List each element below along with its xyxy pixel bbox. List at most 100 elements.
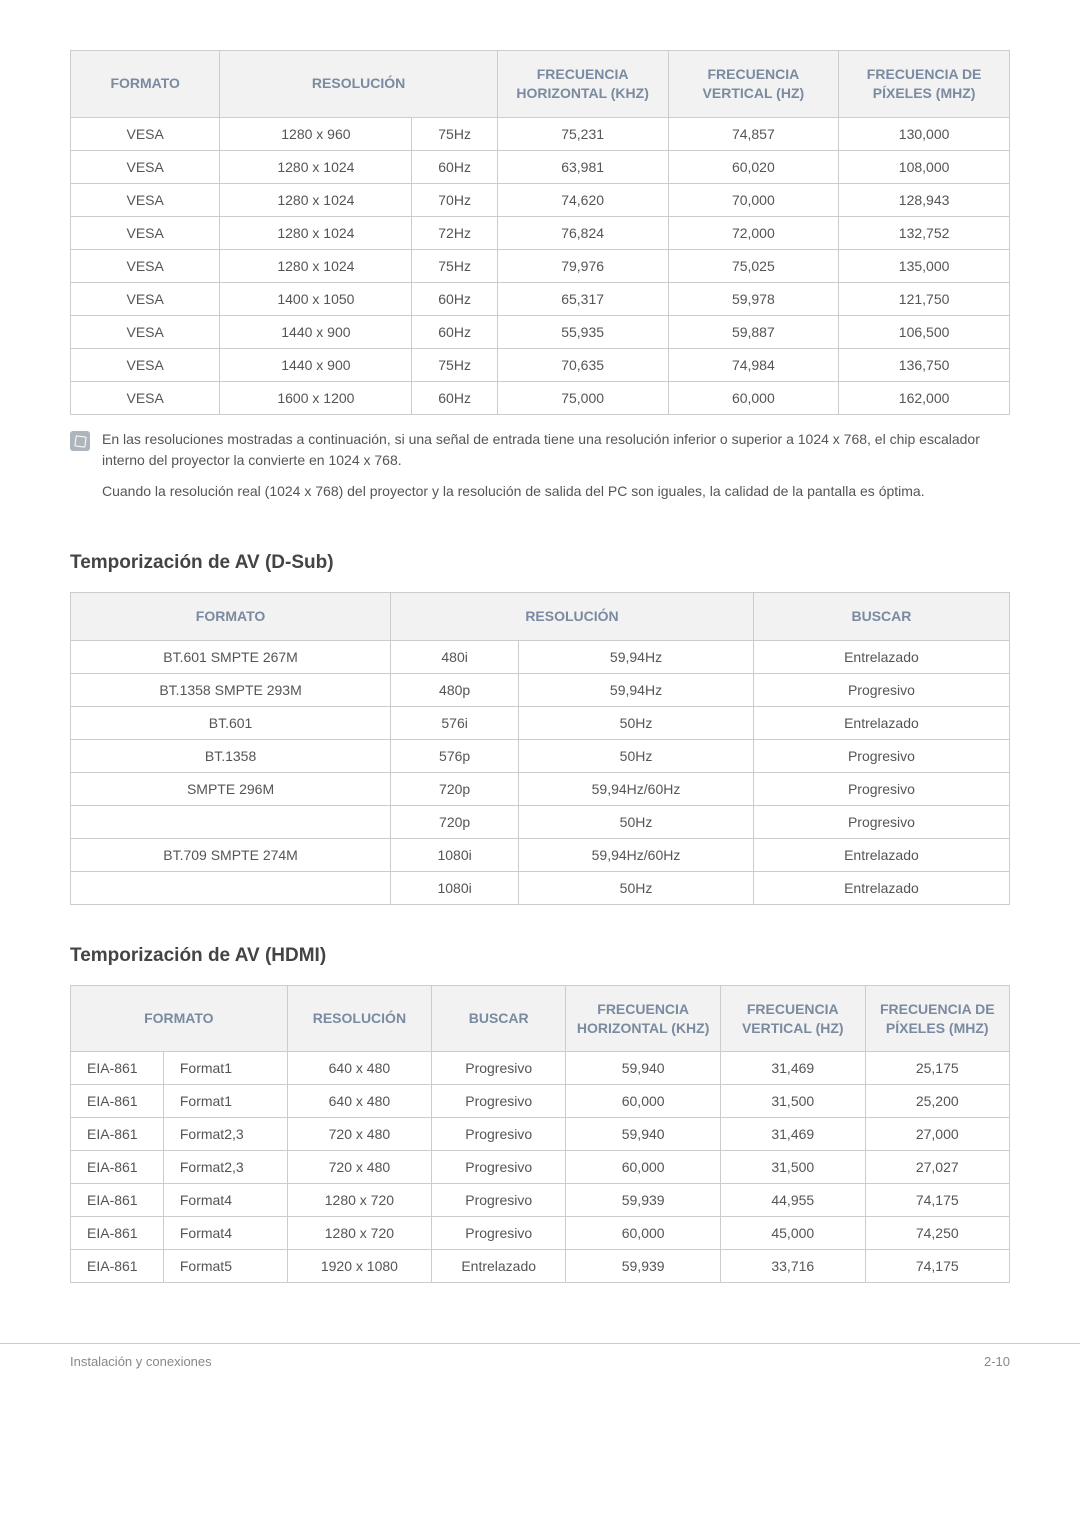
col-formato: FORMATO: [71, 985, 288, 1052]
table-cell: 79,976: [497, 249, 668, 282]
table-cell: 480p: [391, 673, 519, 706]
table-row: VESA1280 x 102470Hz74,62070,000128,943: [71, 183, 1010, 216]
table-cell: 1280 x 1024: [220, 249, 412, 282]
table-cell: 576p: [391, 739, 519, 772]
col-buscar: BUSCAR: [432, 985, 566, 1052]
table-cell: VESA: [71, 282, 220, 315]
col-formato: FORMATO: [71, 51, 220, 118]
table-cell: [71, 805, 391, 838]
col-resolucion: RESOLUCIÓN: [391, 592, 754, 640]
table-cell: 50Hz: [519, 706, 754, 739]
table-cell: 59,940: [566, 1118, 721, 1151]
table-cell: 59,94Hz: [519, 673, 754, 706]
table-row: VESA1600 x 120060Hz75,00060,000162,000: [71, 381, 1010, 414]
col-freq-v: FRECUENCIA VERTICAL (HZ): [668, 51, 839, 118]
table-cell: EIA-861: [71, 1052, 164, 1085]
table-cell: Format1: [163, 1052, 287, 1085]
table-cell: 31,500: [721, 1085, 865, 1118]
table-cell: 1280 x 720: [287, 1217, 431, 1250]
table-cell: 1920 x 1080: [287, 1250, 431, 1283]
page-content: FORMATO RESOLUCIÓN FRECUENCIA HORIZONTAL…: [0, 0, 1080, 1313]
table-cell: 65,317: [497, 282, 668, 315]
table-cell: 76,824: [497, 216, 668, 249]
table-row: VESA1280 x 102475Hz79,97675,025135,000: [71, 249, 1010, 282]
col-freq-h: FRECUENCIA HORIZONTAL (KHZ): [566, 985, 721, 1052]
table-cell: BT.709 SMPTE 274M: [71, 838, 391, 871]
table-cell: VESA: [71, 216, 220, 249]
table-cell: Format5: [163, 1250, 287, 1283]
section-title-hdmi: Temporización de AV (HDMI): [70, 945, 1010, 967]
table-cell: 44,955: [721, 1184, 865, 1217]
table-cell: 74,175: [865, 1184, 1010, 1217]
table-row: VESA1280 x 96075Hz75,23174,857130,000: [71, 117, 1010, 150]
table-cell: VESA: [71, 315, 220, 348]
table-cell: 59,94Hz: [519, 640, 754, 673]
table-cell: [71, 871, 391, 904]
table-cell: 59,94Hz/60Hz: [519, 838, 754, 871]
table-cell: 130,000: [839, 117, 1010, 150]
table-cell: 576i: [391, 706, 519, 739]
table-cell: BT.601 SMPTE 267M: [71, 640, 391, 673]
table-cell: 1400 x 1050: [220, 282, 412, 315]
table-row: VESA1440 x 90060Hz55,93559,887106,500: [71, 315, 1010, 348]
table-cell: Format1: [163, 1085, 287, 1118]
table-cell: VESA: [71, 183, 220, 216]
table-cell: 720 x 480: [287, 1118, 431, 1151]
table-cell: 70,635: [497, 348, 668, 381]
table-cell: 75,231: [497, 117, 668, 150]
note-block: En las resoluciones mostradas a continua…: [70, 429, 1010, 512]
table-cell: 60,020: [668, 150, 839, 183]
table-cell: 720p: [391, 772, 519, 805]
table-cell: 59,940: [566, 1052, 721, 1085]
footer-left: Instalación y conexiones: [70, 1354, 212, 1369]
timing-table-pc: FORMATO RESOLUCIÓN FRECUENCIA HORIZONTAL…: [70, 50, 1010, 415]
table-cell: 640 x 480: [287, 1052, 431, 1085]
table-header-row: FORMATO RESOLUCIÓN BUSCAR FRECUENCIA HOR…: [71, 985, 1010, 1052]
table-cell: 480i: [391, 640, 519, 673]
table-cell: 74,250: [865, 1217, 1010, 1250]
table-row: EIA-861Format41280 x 720Progresivo59,939…: [71, 1184, 1010, 1217]
table-cell: 50Hz: [519, 871, 754, 904]
table-cell: 70Hz: [412, 183, 497, 216]
table-cell: 70,000: [668, 183, 839, 216]
table-cell: 75,000: [497, 381, 668, 414]
table-cell: Entrelazado: [753, 871, 1009, 904]
col-resolucion: RESOLUCIÓN: [220, 51, 497, 118]
table-row: EIA-861Format2,3720 x 480Progresivo59,94…: [71, 1118, 1010, 1151]
table-row: EIA-861Format2,3720 x 480Progresivo60,00…: [71, 1151, 1010, 1184]
table-row: EIA-861Format51920 x 1080Entrelazado59,9…: [71, 1250, 1010, 1283]
table-cell: 59,939: [566, 1250, 721, 1283]
table-cell: 75,025: [668, 249, 839, 282]
table-row: VESA1400 x 105060Hz65,31759,978121,750: [71, 282, 1010, 315]
table-cell: 59,887: [668, 315, 839, 348]
table-cell: Format2,3: [163, 1118, 287, 1151]
table-row: BT.1358 SMPTE 293M480p59,94HzProgresivo: [71, 673, 1010, 706]
table-cell: Entrelazado: [753, 640, 1009, 673]
table-cell: 31,469: [721, 1118, 865, 1151]
table-cell: 162,000: [839, 381, 1010, 414]
table-cell: 75Hz: [412, 348, 497, 381]
table-cell: 136,750: [839, 348, 1010, 381]
table-cell: 60Hz: [412, 381, 497, 414]
table-cell: Progresivo: [753, 739, 1009, 772]
table-cell: Progresivo: [432, 1217, 566, 1250]
table-cell: 33,716: [721, 1250, 865, 1283]
table-row: EIA-861Format1640 x 480Progresivo59,9403…: [71, 1052, 1010, 1085]
table-row: VESA1280 x 102472Hz76,82472,000132,752: [71, 216, 1010, 249]
timing-table-dsub: FORMATO RESOLUCIÓN BUSCAR BT.601 SMPTE 2…: [70, 592, 1010, 905]
table-row: EIA-861Format41280 x 720Progresivo60,000…: [71, 1217, 1010, 1250]
table-cell: 1280 x 960: [220, 117, 412, 150]
table-cell: 60,000: [668, 381, 839, 414]
table-cell: 60,000: [566, 1151, 721, 1184]
table-cell: 1280 x 1024: [220, 150, 412, 183]
table-cell: 720p: [391, 805, 519, 838]
table-cell: 63,981: [497, 150, 668, 183]
table-cell: BT.601: [71, 706, 391, 739]
table-cell: 31,469: [721, 1052, 865, 1085]
table-cell: 106,500: [839, 315, 1010, 348]
table-cell: 60Hz: [412, 282, 497, 315]
table-cell: 59,94Hz/60Hz: [519, 772, 754, 805]
section-title-dsub: Temporización de AV (D-Sub): [70, 552, 1010, 574]
table-cell: 75Hz: [412, 249, 497, 282]
table-cell: 25,200: [865, 1085, 1010, 1118]
